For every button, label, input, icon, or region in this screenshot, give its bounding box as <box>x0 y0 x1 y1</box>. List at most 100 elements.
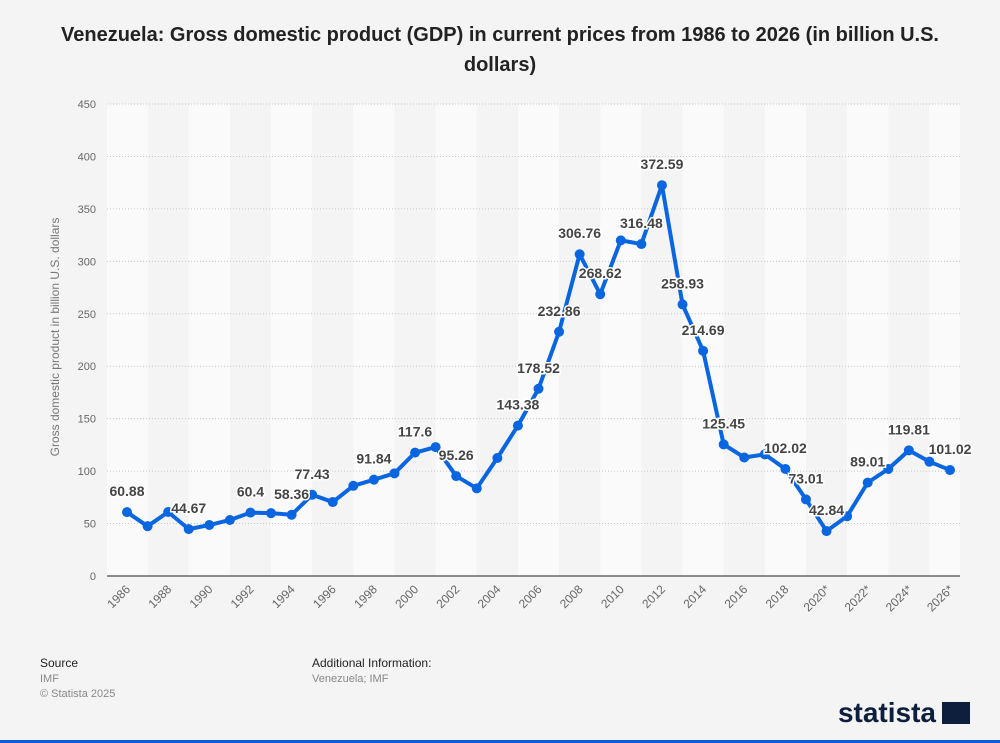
data-label: 372.59 <box>641 156 684 172</box>
data-point <box>677 299 688 310</box>
data-label: 258.93 <box>661 275 704 291</box>
x-tick-label: 2010 <box>598 582 627 611</box>
data-label: 60.4 <box>237 484 264 500</box>
x-tick-label: 2008 <box>557 582 586 611</box>
data-point <box>595 289 606 300</box>
data-point <box>615 235 626 246</box>
data-point <box>924 456 935 467</box>
data-point <box>389 468 400 479</box>
data-label: 268.62 <box>579 265 622 281</box>
data-point <box>759 449 770 460</box>
data-point <box>122 507 132 518</box>
y-tick-label: 450 <box>78 99 96 111</box>
background-band <box>600 104 642 576</box>
data-point <box>862 477 873 488</box>
background-band <box>517 104 560 576</box>
x-tick-label: 1988 <box>145 582 174 611</box>
data-label: 77.43 <box>295 466 330 482</box>
x-tick-label: 2006 <box>516 582 545 611</box>
y-axis-label: Gross domestic product in billion U.S. d… <box>48 217 62 457</box>
data-label: 178.52 <box>517 360 560 376</box>
data-point <box>554 326 565 337</box>
x-tick-label: 2012 <box>639 582 668 611</box>
background-band <box>107 104 149 576</box>
data-label: 95.26 <box>439 447 474 463</box>
y-tick-label: 200 <box>78 361 96 373</box>
data-point <box>348 480 359 491</box>
data-point <box>286 509 297 520</box>
data-label: 44.67 <box>171 500 206 516</box>
x-tick-label: 2022* <box>842 582 874 614</box>
x-tick-label: 1996 <box>310 582 339 611</box>
data-label: 102.02 <box>764 440 807 456</box>
background-band <box>271 104 313 576</box>
statista-logo[interactable]: statista <box>838 697 970 729</box>
data-label: 89.01 <box>850 454 885 470</box>
additional-info-value: Venezuela; IMF <box>312 673 389 685</box>
data-label: 101.02 <box>929 441 972 457</box>
x-tick-label: 2026* <box>924 582 956 614</box>
y-tick-label: 150 <box>78 414 96 426</box>
data-label: 214.69 <box>682 322 725 338</box>
data-point <box>368 474 379 485</box>
data-point <box>430 442 441 453</box>
data-label: 143.38 <box>497 397 540 413</box>
x-tick-label: 2016 <box>722 582 751 611</box>
x-tick-label: 2020* <box>801 582 833 614</box>
data-point <box>821 526 832 537</box>
data-point <box>266 508 277 519</box>
y-tick-label: 100 <box>78 466 96 478</box>
data-point <box>842 511 853 522</box>
x-tick-label: 2024* <box>883 582 915 614</box>
data-point <box>739 452 750 463</box>
data-point <box>945 465 955 476</box>
data-point <box>327 497 338 508</box>
chart-title: Venezuela: Gross domestic product (GDP) … <box>61 24 939 76</box>
data-label: 58.36 <box>274 486 309 502</box>
data-point <box>183 524 194 535</box>
bottom-accent-bar <box>0 740 1000 743</box>
x-tick-label: 2004 <box>475 582 504 611</box>
data-label: 117.6 <box>398 424 432 440</box>
data-point <box>307 489 318 500</box>
data-label: 232.86 <box>538 303 581 319</box>
data-label: 42.84 <box>809 502 844 518</box>
background-band <box>929 104 960 576</box>
data-point <box>471 483 482 494</box>
data-point <box>163 507 174 518</box>
x-tick-label: 1992 <box>228 582 257 611</box>
data-label: 91.84 <box>356 451 391 467</box>
x-tick-label: 1994 <box>269 582 298 611</box>
background-band <box>188 104 230 576</box>
data-label: 73.01 <box>788 470 823 486</box>
data-point <box>903 445 914 456</box>
data-point <box>204 520 215 531</box>
x-tick-label: 1990 <box>187 582 216 611</box>
y-tick-label: 0 <box>90 571 96 583</box>
x-tick-label: 2018 <box>763 582 792 611</box>
data-point <box>410 447 421 458</box>
background-band <box>764 104 806 576</box>
data-point <box>656 180 667 191</box>
brand-name: statista <box>837 697 936 728</box>
data-point <box>780 463 791 474</box>
x-tick-label: 2000 <box>392 582 421 611</box>
data-label: 119.81 <box>888 421 930 437</box>
data-point <box>533 383 544 394</box>
data-point <box>636 239 647 250</box>
data-label: 125.45 <box>702 415 745 431</box>
background-band <box>847 104 889 576</box>
data-label: 316.48 <box>620 215 663 231</box>
data-point <box>245 507 256 518</box>
x-tick-label: 1986 <box>104 582 133 611</box>
data-label: 306.76 <box>558 225 601 241</box>
data-point <box>883 464 894 475</box>
background-band <box>353 104 395 576</box>
data-point <box>698 345 709 356</box>
data-point <box>224 514 235 525</box>
background-band <box>435 104 477 576</box>
y-tick-label: 250 <box>78 309 96 321</box>
y-tick-label: 300 <box>78 256 96 268</box>
source-label: Source <box>40 656 79 670</box>
